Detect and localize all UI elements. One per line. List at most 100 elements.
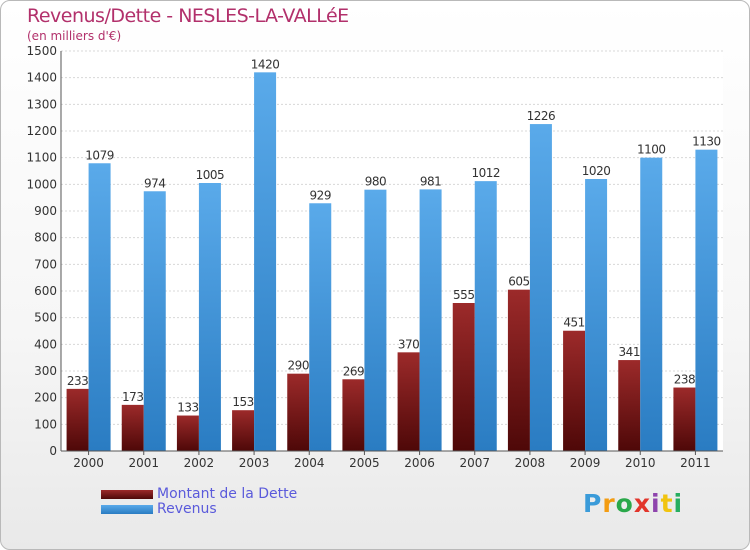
legend-swatch-revenus: [101, 505, 153, 514]
value-label-revenus: 1005: [196, 168, 225, 182]
bar-dette: [507, 289, 530, 451]
value-label-dette: 173: [122, 390, 143, 404]
logo-letter: t: [660, 489, 674, 518]
bar-revenus: [474, 181, 497, 451]
value-label-revenus: 1420: [251, 57, 280, 71]
value-label-dette: 451: [563, 316, 584, 330]
bar-dette: [397, 352, 420, 451]
bar-dette: [563, 330, 586, 451]
value-label-dette: 341: [619, 345, 640, 359]
x-tick-label: 2003: [239, 456, 270, 470]
bar-dette: [673, 387, 696, 451]
value-label-dette: 269: [343, 364, 364, 378]
y-tick-label: 600: [34, 284, 57, 298]
y-tick-label: 900: [34, 204, 57, 218]
bar-dette: [176, 415, 199, 451]
bar-revenus: [529, 124, 552, 452]
logo-letter: r: [602, 489, 616, 518]
value-label-revenus: 1012: [471, 166, 500, 180]
value-label-revenus: 974: [144, 176, 165, 190]
y-tick-label: 100: [34, 417, 57, 431]
axis-layer: 0 100 200 300 400 500 600 700 800 900 1000 1100 1200…: [26, 44, 723, 470]
y-tick-label: 1000: [26, 177, 57, 191]
legend-item-revenus: Revenus: [101, 502, 297, 517]
y-tick-label: 0: [49, 444, 57, 458]
y-tick-label: 1300: [26, 97, 57, 111]
y-tick-label: 500: [34, 311, 57, 325]
bar-revenus: [640, 157, 663, 451]
chart-title: Revenus/Dette - NESLES-LA-VALLéE: [27, 5, 349, 27]
grid-layer: [61, 50, 723, 452]
bar-revenus: [585, 179, 608, 451]
x-tick-label: 2001: [128, 456, 159, 470]
labels-layer: 233 1079 173 974 133 1005 153 1420 290 929 269 980 3…: [67, 57, 721, 414]
value-label-dette: 238: [674, 373, 695, 387]
proxiti-logo: Proxiti: [583, 489, 683, 518]
legend-swatch-dette: [101, 490, 153, 499]
bar-revenus: [254, 72, 277, 451]
x-tick-label: 2009: [570, 456, 601, 470]
y-tick-label: 200: [34, 391, 57, 405]
value-label-revenus: 1130: [692, 135, 721, 149]
value-label-revenus: 981: [420, 174, 441, 188]
y-tick-label: 400: [34, 337, 57, 351]
x-tick-label: 2010: [625, 456, 656, 470]
y-tick-label: 1500: [26, 44, 57, 58]
bar-revenus: [695, 149, 718, 451]
value-label-revenus: 980: [365, 175, 386, 189]
value-label-dette: 555: [453, 288, 474, 302]
y-tick-label: 1400: [26, 71, 57, 85]
bar-dette: [232, 410, 255, 451]
legend-item-dette: Montant de la Dette: [101, 487, 297, 502]
value-label-dette: 370: [398, 337, 419, 351]
x-tick-label: 2006: [404, 456, 435, 470]
x-tick-label: 2004: [294, 456, 325, 470]
x-tick-label: 2000: [73, 456, 104, 470]
bar-dette: [452, 303, 475, 451]
bar-dette: [66, 388, 89, 451]
bars-layer: [66, 72, 718, 452]
x-tick-label: 2005: [349, 456, 380, 470]
legend-label-dette: Montant de la Dette: [157, 486, 298, 502]
y-tick-label: 300: [34, 364, 57, 378]
bar-dette: [121, 404, 144, 451]
y-tick-label: 800: [34, 231, 57, 245]
bar-revenus: [419, 189, 442, 451]
logo-letter: i: [673, 489, 684, 518]
bar-revenus: [88, 163, 111, 451]
logo-letter: o: [615, 489, 634, 518]
x-tick-label: 2002: [184, 456, 215, 470]
bar-revenus: [309, 203, 332, 451]
value-label-revenus: 1020: [582, 164, 611, 178]
y-tick-label: 700: [34, 257, 57, 271]
bar-revenus: [143, 191, 166, 451]
logo-letter: x: [633, 489, 651, 518]
value-label-dette: 605: [508, 275, 529, 289]
value-label-revenus: 1079: [85, 148, 114, 162]
bar-dette: [342, 379, 365, 451]
logo-letter: P: [583, 489, 603, 518]
value-label-dette: 290: [288, 359, 309, 373]
x-tick-label: 2007: [459, 456, 490, 470]
value-label-revenus: 929: [310, 188, 331, 202]
bar-dette: [618, 360, 641, 451]
y-tick-label: 1100: [26, 151, 57, 165]
value-label-revenus: 1100: [637, 143, 666, 157]
bar-revenus: [364, 189, 387, 451]
chart-subtitle: (en milliers d'€): [27, 29, 122, 43]
value-label-dette: 133: [177, 401, 198, 415]
value-label-revenus: 1226: [527, 109, 556, 123]
logo-letter: i: [651, 489, 661, 518]
value-label-dette: 153: [232, 395, 253, 409]
y-tick-label: 1200: [26, 124, 57, 138]
x-tick-label: 2011: [680, 456, 711, 470]
plot-area: [61, 51, 723, 451]
legend: Montant de la Dette Revenus: [101, 487, 297, 517]
x-tick-label: 2008: [515, 456, 546, 470]
value-label-dette: 233: [67, 374, 88, 388]
bar-revenus: [198, 183, 221, 451]
bar-dette: [287, 373, 310, 451]
legend-label-revenus: Revenus: [157, 501, 217, 517]
